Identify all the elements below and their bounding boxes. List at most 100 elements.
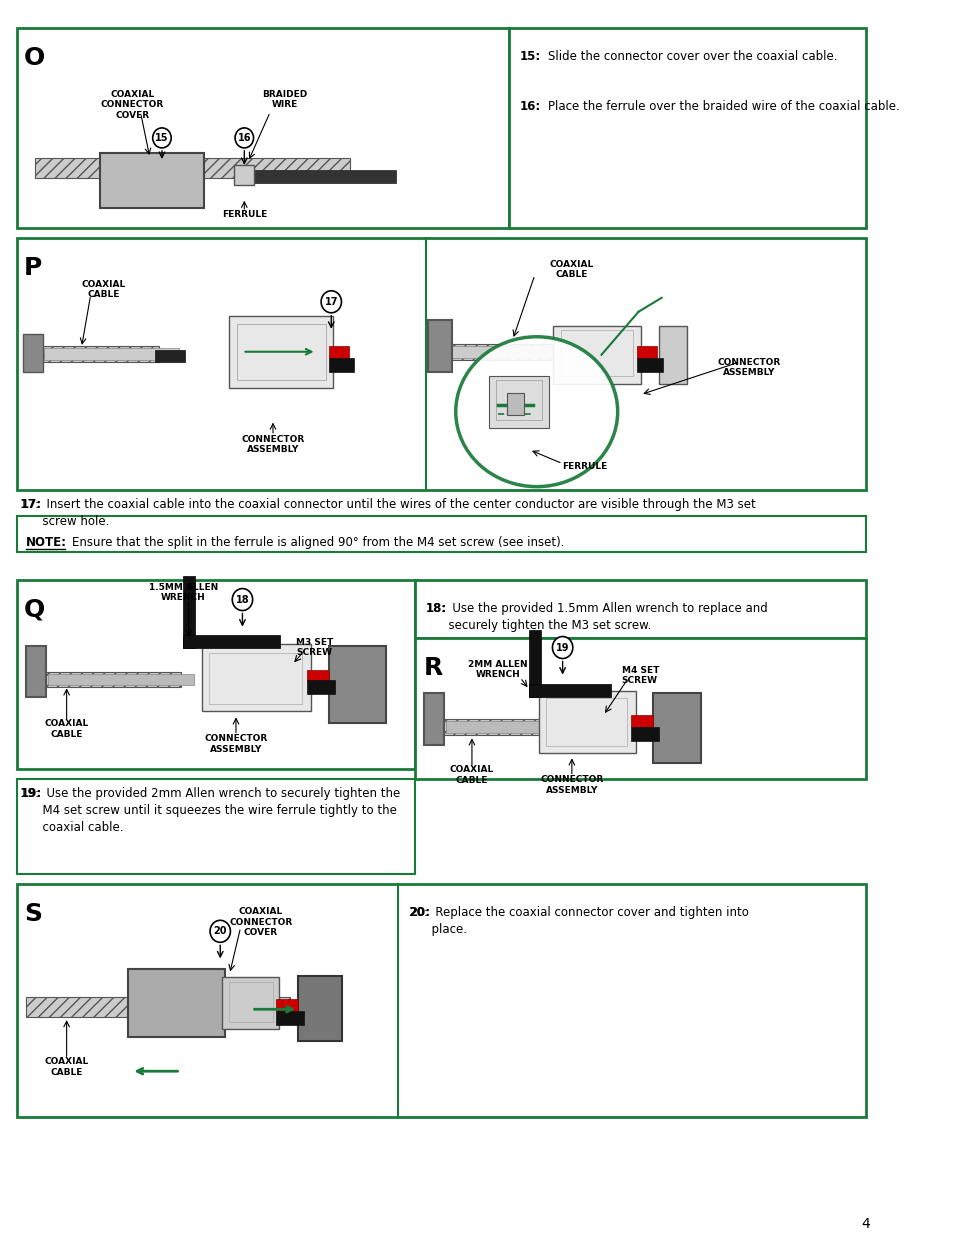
Text: NOTE:: NOTE: — [26, 536, 67, 548]
Text: P: P — [24, 256, 42, 280]
Bar — [328, 358, 355, 372]
Bar — [233, 165, 254, 185]
Text: Slide the connector cover over the coaxial cable.: Slide the connector cover over the coaxi… — [547, 49, 837, 63]
Bar — [529, 630, 540, 698]
Bar — [35, 158, 350, 178]
Bar — [415, 637, 865, 779]
Text: coaxial cable.: coaxial cable. — [20, 821, 124, 835]
Bar — [16, 238, 865, 489]
Text: 1.5MM ALLEN
WRENCH: 1.5MM ALLEN WRENCH — [149, 583, 217, 601]
Bar — [183, 635, 280, 647]
Bar — [45, 348, 178, 359]
Text: COAXIAL
CONNECTOR
COVER: COAXIAL CONNECTOR COVER — [229, 908, 293, 937]
Bar — [508, 28, 865, 227]
Bar — [201, 643, 311, 711]
Text: COAXIAL
CABLE: COAXIAL CABLE — [45, 720, 89, 739]
Text: screw hole.: screw hole. — [20, 515, 110, 527]
Bar — [447, 343, 618, 359]
Text: 17: 17 — [324, 296, 337, 306]
Bar — [328, 346, 349, 358]
Bar — [415, 579, 865, 637]
Bar — [446, 721, 558, 734]
Text: 19:  Use the provided 2mm Allen wrench to securely tighten the: 19: Use the provided 2mm Allen wrench to… — [20, 788, 400, 800]
Bar — [529, 684, 610, 698]
Text: Ensure that the split in the ferrule is aligned 90° from the M4 set screw (see i: Ensure that the split in the ferrule is … — [72, 536, 564, 548]
Text: Place the ferrule over the braided wire of the coaxial cable.: Place the ferrule over the braided wire … — [547, 100, 899, 112]
Text: CONNECTOR
ASSEMBLY: CONNECTOR ASSEMBLY — [539, 776, 603, 795]
Text: 20:  Replace the coaxial connector cover and tighten into: 20: Replace the coaxial connector cover … — [409, 906, 748, 919]
Text: 2MM ALLEN
WRENCH: 2MM ALLEN WRENCH — [468, 659, 527, 679]
Bar — [229, 982, 273, 1023]
Text: 20: 20 — [213, 926, 227, 936]
Bar — [297, 977, 342, 1041]
Bar — [26, 646, 46, 698]
Bar — [545, 699, 627, 746]
Text: CONNECTOR
ASSEMBLY: CONNECTOR ASSEMBLY — [241, 435, 304, 454]
Text: M4 SET
SCREW: M4 SET SCREW — [621, 666, 659, 685]
Text: securely tighten the M3 set screw.: securely tighten the M3 set screw. — [425, 619, 650, 631]
Bar — [328, 646, 385, 724]
Text: COAXIAL
CABLE: COAXIAL CABLE — [45, 1057, 89, 1077]
Text: CONNECTOR
ASSEMBLY: CONNECTOR ASSEMBLY — [204, 735, 267, 753]
Bar — [23, 333, 44, 372]
Bar — [636, 346, 657, 358]
Text: COAXIAL
CABLE: COAXIAL CABLE — [549, 259, 594, 279]
Bar — [631, 715, 653, 727]
Bar — [100, 153, 203, 207]
Text: 18:: 18: — [425, 601, 446, 615]
Circle shape — [234, 128, 253, 148]
Bar — [39, 346, 159, 362]
Ellipse shape — [456, 337, 617, 487]
Bar — [16, 884, 865, 1118]
Text: BRAIDED
WIRE: BRAIDED WIRE — [262, 90, 307, 110]
Bar — [636, 358, 662, 372]
Bar — [275, 999, 297, 1011]
Text: 15:: 15: — [519, 49, 540, 63]
Bar — [553, 326, 640, 384]
Bar — [442, 720, 548, 736]
Text: place.: place. — [409, 924, 467, 936]
Circle shape — [321, 290, 341, 312]
Circle shape — [152, 128, 171, 148]
Bar — [236, 324, 325, 379]
Bar — [659, 326, 686, 384]
Text: O: O — [24, 46, 45, 70]
Bar — [496, 379, 541, 420]
Bar — [45, 672, 181, 688]
Text: 4: 4 — [861, 1218, 869, 1231]
Text: FERRULE: FERRULE — [562, 462, 607, 471]
Text: 20:: 20: — [409, 906, 430, 919]
Text: COAXIAL
CONNECTOR
COVER: COAXIAL CONNECTOR COVER — [101, 90, 164, 120]
Bar — [16, 779, 415, 874]
Text: 17:: 17: — [20, 498, 41, 510]
Bar — [16, 28, 508, 227]
Bar — [507, 393, 523, 415]
Bar — [423, 694, 444, 746]
Text: M3 SET
SCREW: M3 SET SCREW — [295, 637, 333, 657]
Bar — [209, 652, 301, 704]
Bar — [307, 669, 329, 682]
Bar — [427, 320, 451, 372]
Text: 18:  Use the provided 1.5mm Allen wrench to replace and: 18: Use the provided 1.5mm Allen wrench … — [425, 601, 766, 615]
Bar — [538, 692, 635, 753]
Circle shape — [232, 589, 253, 610]
Text: 16: 16 — [237, 133, 251, 143]
Text: Q: Q — [24, 598, 45, 621]
Text: FERRULE: FERRULE — [221, 210, 267, 219]
Text: R: R — [423, 656, 442, 679]
Bar — [307, 680, 335, 694]
Bar — [248, 170, 395, 183]
Bar — [16, 516, 865, 552]
Circle shape — [210, 920, 231, 942]
Text: 17:  Insert the coaxial cable into the coaxial connector until the wires of the : 17: Insert the coaxial cable into the co… — [20, 498, 756, 510]
Text: COAXIAL
CABLE: COAXIAL CABLE — [81, 280, 126, 299]
Text: CONNECTOR
ASSEMBLY: CONNECTOR ASSEMBLY — [718, 358, 781, 377]
Circle shape — [552, 636, 572, 658]
Text: M4 set screw until it squeezes the wire ferrule tightly to the: M4 set screw until it squeezes the wire … — [20, 804, 396, 818]
Bar — [230, 316, 333, 388]
Bar — [183, 576, 195, 647]
Text: 18: 18 — [235, 594, 249, 605]
Bar — [488, 375, 548, 427]
Bar — [128, 969, 225, 1037]
Bar — [222, 977, 279, 1029]
